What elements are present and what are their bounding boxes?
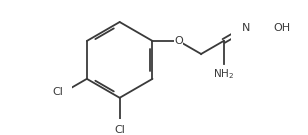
Text: O: O — [174, 36, 183, 46]
Text: Cl: Cl — [52, 87, 63, 97]
Text: Cl: Cl — [114, 125, 125, 135]
Text: OH: OH — [274, 23, 290, 33]
Text: NH$_2$: NH$_2$ — [213, 67, 234, 81]
Text: N: N — [242, 23, 250, 33]
